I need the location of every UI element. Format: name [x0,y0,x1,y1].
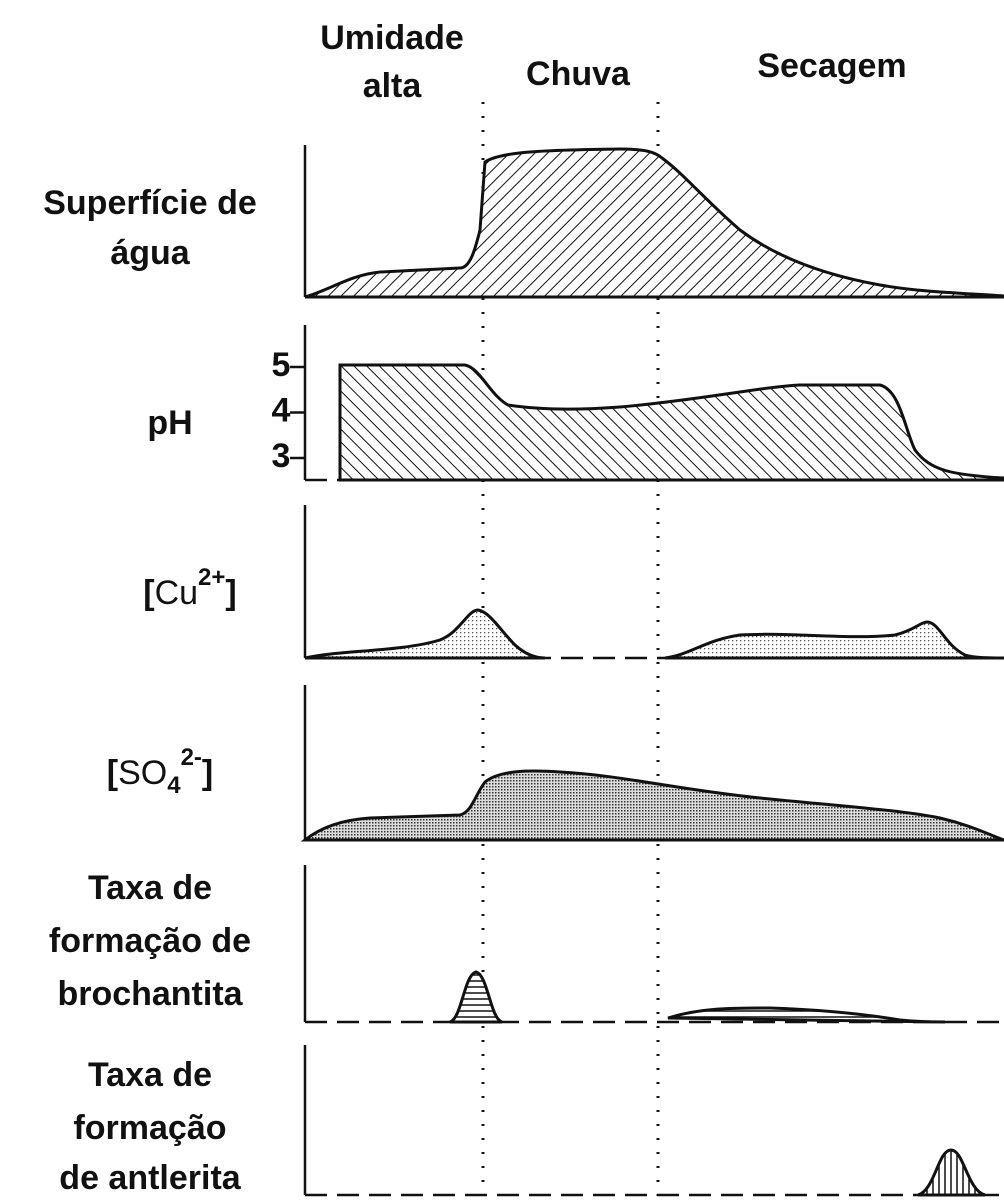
tick-label: 5 [272,346,291,384]
row-label: brochantita [57,975,243,1013]
row-label: pH [147,404,192,442]
tick-label: 3 [272,437,291,475]
ph-curve [338,363,1004,482]
phase-label: Chuva [526,55,631,93]
brochantite-curve [449,970,503,1024]
antlerite-curve [917,1148,986,1197]
bracket: ] [225,574,236,612]
phase-label: Umidade [320,19,464,57]
row-label: Taxa de [88,869,212,907]
phase-label: alta [363,67,423,105]
row-label: Taxa de [88,1056,212,1094]
ion: SO [118,754,167,792]
row-label: formação de [49,922,251,960]
so4-curve [300,769,1004,842]
ph-ticks: 5 4 3 [272,346,305,475]
subscript: 4 [167,772,181,799]
cu-curve [664,620,1004,660]
row-label: [SO42-] [107,744,213,799]
bracket: [ [107,754,118,792]
row-label: [Cu2+] [143,564,237,612]
bracket: [ [143,574,154,612]
ion: Cu [155,574,198,612]
charge: 2- [181,744,202,771]
cu-curve [304,608,546,660]
row-label: Superfície de [43,184,257,222]
row-label: de antlerita [59,1159,241,1197]
row-label: formação [73,1109,226,1147]
charge: 2+ [198,564,225,591]
tick-label: 4 [272,391,291,429]
phase-label: Secagem [757,47,906,85]
brochantite-curve [667,1006,946,1024]
bracket: ] [202,754,213,792]
row-label: água [110,234,190,272]
water-curve [304,147,1004,299]
